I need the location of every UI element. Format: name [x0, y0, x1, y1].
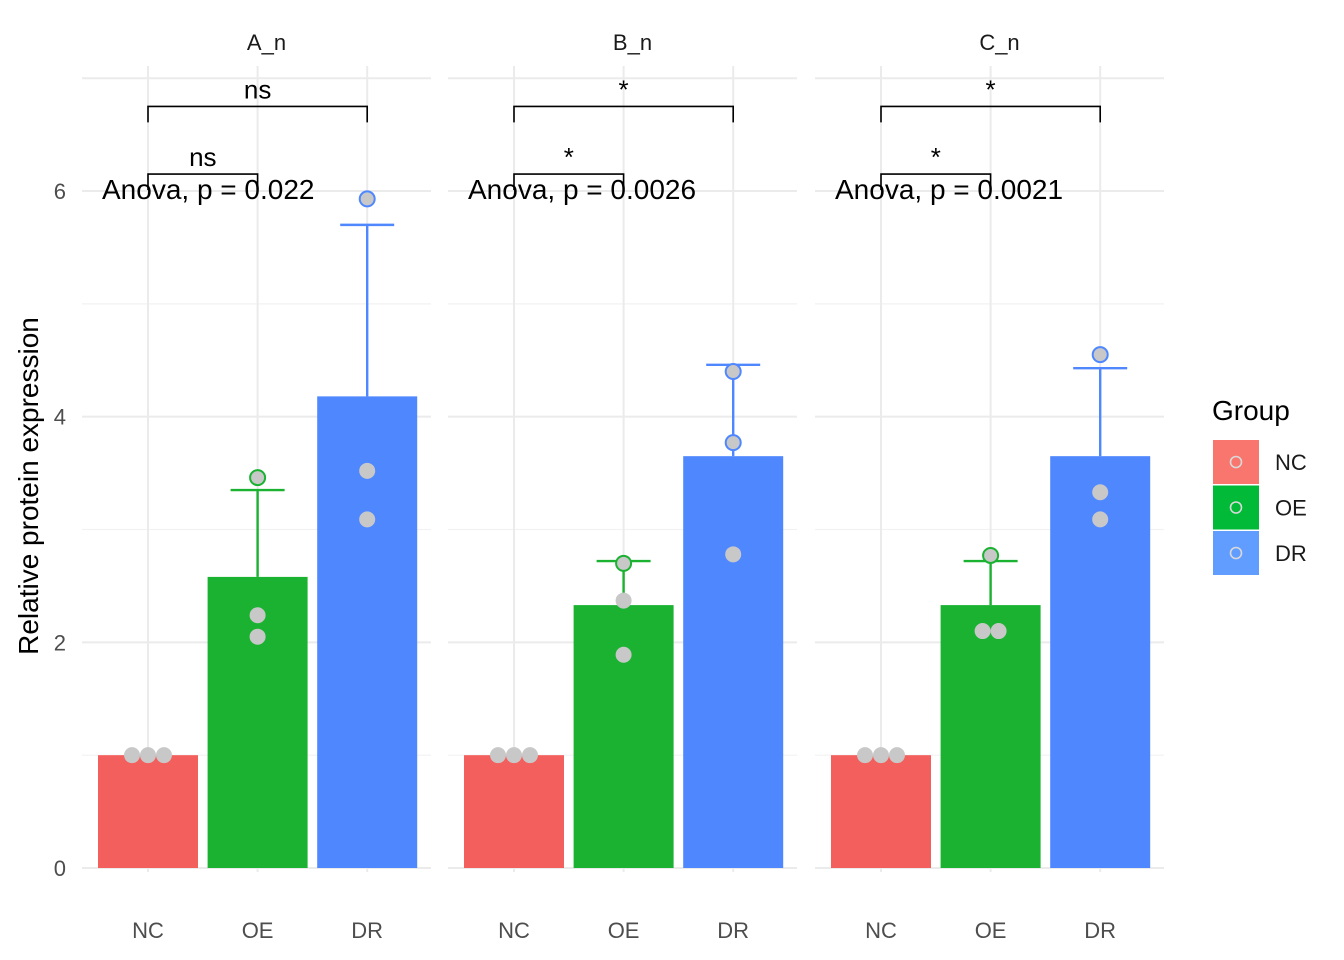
- legend-item-NC: NC: [1213, 440, 1307, 484]
- x-tick-label: DR: [351, 918, 383, 943]
- significance-bracket: [147, 173, 259, 191]
- y-axis: 0 2 4 6: [54, 179, 66, 881]
- data-point: [990, 623, 1007, 640]
- y-tick-label: 6: [54, 179, 66, 204]
- data-point: [359, 511, 376, 528]
- legend-key: [1213, 440, 1259, 484]
- data-point: [615, 646, 632, 663]
- data-point: [140, 747, 156, 764]
- x-tick-label: OE: [242, 918, 274, 943]
- legend-title: Group: [1212, 395, 1290, 426]
- significance-bracket: [513, 173, 625, 191]
- data-point: [724, 363, 742, 381]
- facet-panel-C_n: C_nNC OE DR**Anova, p = 0.0021: [815, 30, 1164, 943]
- facet-strip-label: A_n: [247, 30, 286, 55]
- legend-item-OE: OE: [1213, 485, 1307, 530]
- y-tick-label: 4: [54, 405, 66, 430]
- legend-label: OE: [1275, 496, 1307, 521]
- bar-C_n-NC: [831, 755, 931, 868]
- x-tick-label: NC: [865, 918, 897, 943]
- anova-label: Anova, p = 0.0021: [835, 174, 1063, 205]
- data-point: [615, 554, 633, 572]
- data-point: [490, 747, 506, 764]
- data-point: [249, 628, 266, 645]
- legend-key: [1213, 531, 1259, 575]
- significance-label: ns: [244, 74, 271, 104]
- significance-label: *: [564, 142, 574, 172]
- x-tick-label: NC: [498, 918, 530, 943]
- y-tick-label: 0: [54, 856, 66, 881]
- data-point: [522, 747, 538, 764]
- data-point: [725, 546, 742, 563]
- data-point: [156, 747, 172, 764]
- significance-label: *: [986, 74, 996, 104]
- legend-label: DR: [1275, 541, 1307, 566]
- data-point: [249, 469, 267, 487]
- x-tick-label: OE: [975, 918, 1007, 943]
- significance-label: *: [619, 74, 629, 104]
- data-point: [1091, 346, 1109, 364]
- bar-B_n-DR: [683, 456, 784, 868]
- facet-strip-label: C_n: [979, 30, 1019, 55]
- legend-point-icon: [1229, 501, 1243, 514]
- data-point: [982, 546, 1000, 564]
- bar-A_n-OE: [207, 576, 308, 868]
- anova-label: Anova, p = 0.022: [102, 174, 315, 205]
- legend-item-DR: DR: [1213, 531, 1307, 575]
- data-point: [889, 747, 905, 764]
- significance-bracket: [880, 173, 992, 191]
- data-point: [506, 747, 522, 764]
- legend-key: [1213, 485, 1259, 530]
- bar-A_n-NC: [98, 755, 198, 868]
- data-point: [724, 434, 742, 452]
- legend-point-icon: [1229, 455, 1243, 469]
- data-point: [873, 747, 889, 764]
- significance-bracket: [147, 105, 368, 123]
- significance-bracket: [513, 105, 734, 123]
- data-point: [124, 747, 140, 764]
- y-tick-label: 2: [54, 630, 66, 655]
- bar-B_n-NC: [464, 755, 564, 868]
- x-tick-label: DR: [717, 918, 749, 943]
- bar-B_n-OE: [573, 605, 674, 868]
- legend-point-icon: [1229, 546, 1243, 560]
- facet-strip-label: B_n: [613, 30, 652, 55]
- legend-label: NC: [1275, 450, 1307, 475]
- data-point: [359, 462, 376, 479]
- data-point: [615, 592, 632, 609]
- bar-C_n-OE: [940, 605, 1041, 868]
- anova-label: Anova, p = 0.0026: [468, 174, 696, 205]
- significance-label: *: [931, 142, 941, 172]
- y-axis-title: Relative protein expression: [13, 317, 44, 655]
- data-point: [249, 607, 266, 624]
- significance-label: ns: [189, 142, 216, 172]
- x-tick-label: DR: [1084, 918, 1116, 943]
- data-point: [857, 747, 873, 764]
- data-point: [974, 623, 991, 640]
- x-tick-label: OE: [608, 918, 640, 943]
- data-point: [1092, 511, 1109, 528]
- facet-panel-B_n: B_nNC OE DR**Anova, p = 0.0026: [448, 30, 797, 943]
- data-point: [358, 190, 376, 208]
- significance-bracket: [880, 105, 1101, 123]
- x-tick-label: NC: [132, 918, 164, 943]
- legend-items: NC OE DR: [1213, 440, 1307, 575]
- legend: Group NC OE DR: [1212, 395, 1307, 575]
- data-point: [1092, 484, 1109, 501]
